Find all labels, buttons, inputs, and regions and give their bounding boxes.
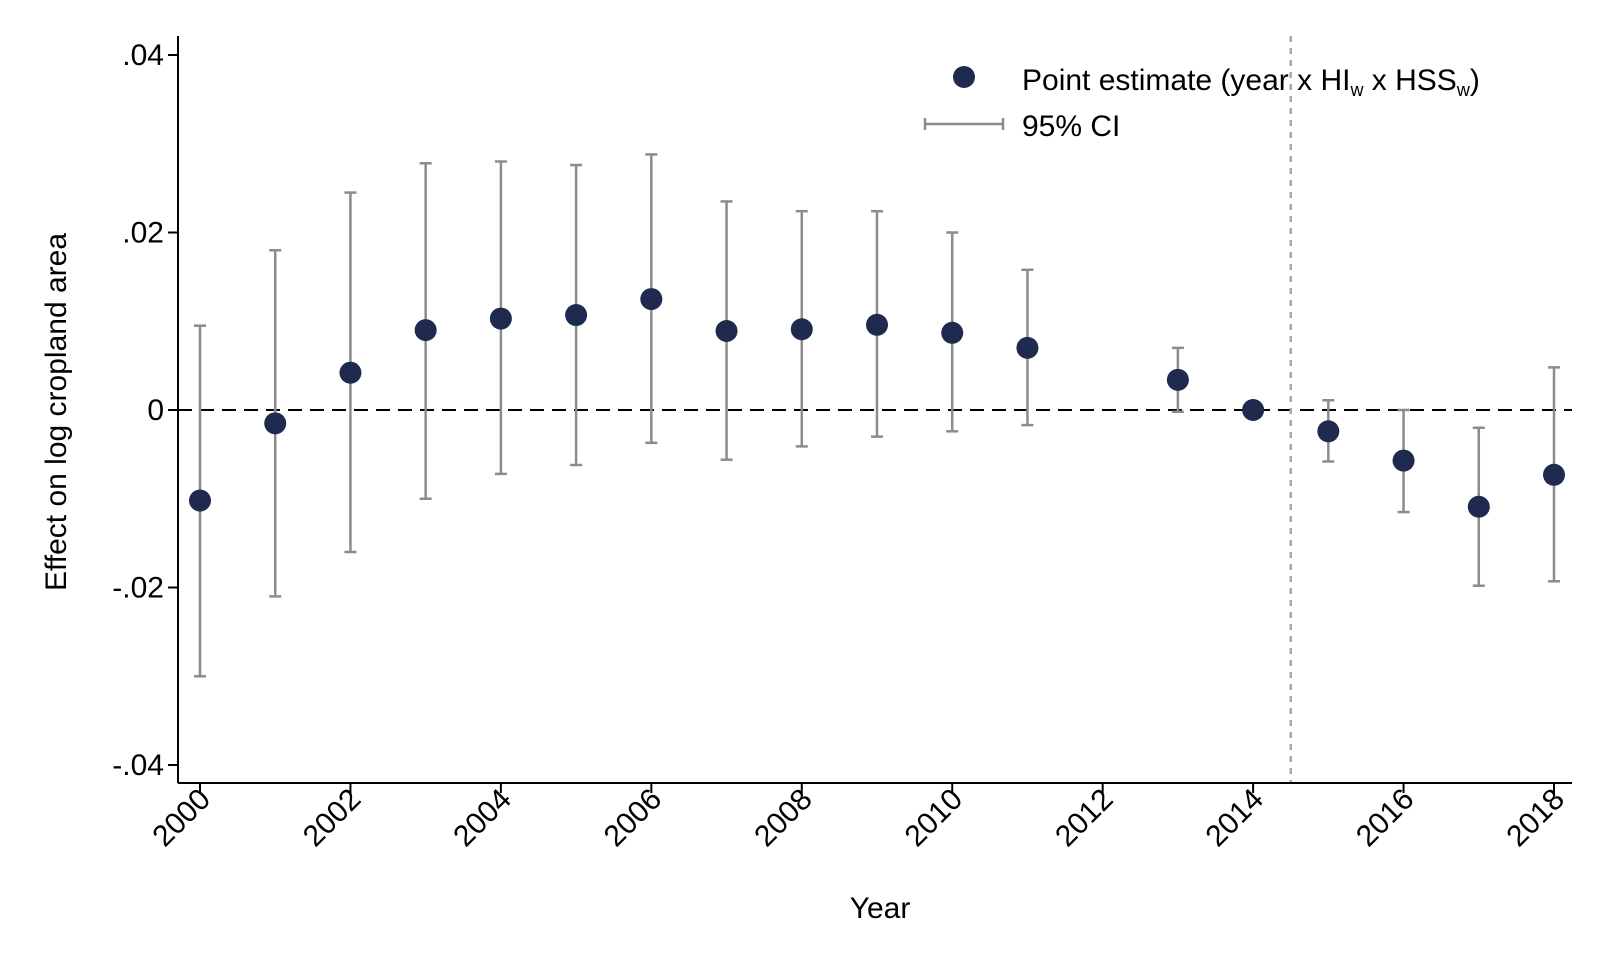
point-estimates (189, 288, 1565, 518)
reference-lines (178, 36, 1572, 783)
point-estimate (339, 361, 362, 384)
legend-point-sub1: w (1349, 80, 1364, 100)
y-tick-label: .02 (122, 217, 164, 250)
x-tick-label: 2006 (598, 783, 669, 854)
legend-point-sub2: w (1456, 80, 1471, 100)
point-estimate (790, 318, 813, 341)
legend-point-end: ) (1470, 64, 1480, 97)
x-axis-label: Year (850, 892, 911, 925)
point-estimate (565, 304, 588, 327)
y-axis-label: Effect on log cropland area (40, 233, 73, 591)
point-estimate (264, 412, 287, 435)
legend: Point estimate (year x HIw x HSSw) 95% C… (923, 64, 1480, 143)
point-estimate (1016, 336, 1039, 359)
point-estimate (1317, 420, 1340, 443)
point-estimate (1392, 449, 1415, 472)
y-tick-label: -.02 (112, 572, 164, 605)
point-estimate (941, 321, 964, 344)
point-estimate (1467, 495, 1490, 518)
axes (168, 36, 1572, 793)
point-estimate (715, 320, 738, 343)
y-tick-label: .04 (122, 39, 164, 72)
point-estimate (866, 313, 888, 336)
x-tick-label: 2000 (146, 783, 217, 854)
legend-ci-label: 95% CI (1022, 110, 1120, 143)
y-tick-label: 0 (147, 394, 164, 427)
x-tick-label: 2008 (748, 783, 819, 854)
point-estimate (1166, 368, 1189, 391)
point-estimate (189, 489, 211, 512)
legend-point-mid: x HSS (1363, 64, 1456, 97)
point-estimate (1543, 463, 1565, 486)
legend-point-label: Point estimate (year x HIw x HSSw) (1022, 64, 1480, 100)
x-tick-label: 2002 (297, 783, 368, 854)
tick-labels: -.04 -.02 0 .02 .04 2000 2002 2004 2006 2008 2010 2… (112, 39, 1571, 853)
y-tick-label: -.04 (112, 749, 164, 782)
point-estimate (640, 288, 663, 311)
point-estimate (414, 319, 437, 342)
x-tick-label: 2010 (899, 783, 970, 854)
legend-point-text: Point estimate (year x HI (1022, 64, 1350, 97)
legend-point-marker (953, 66, 975, 88)
x-tick-label: 2012 (1049, 783, 1120, 854)
x-tick-label: 2004 (447, 783, 518, 854)
point-estimate (1242, 399, 1265, 421)
x-tick-label: 2016 (1350, 783, 1421, 854)
x-tick-label: 2014 (1200, 783, 1271, 854)
point-estimate (489, 307, 512, 330)
x-tick-label: 2018 (1500, 783, 1571, 854)
ci-bars (194, 153, 1560, 678)
